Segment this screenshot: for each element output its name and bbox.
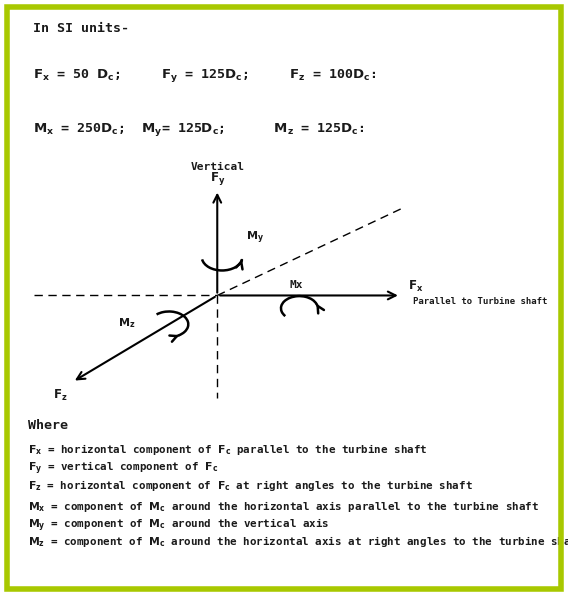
Text: $\mathbf{F_z}$ = horizontal component of $\mathbf{F_c}$ at right angles to the t: $\mathbf{F_z}$ = horizontal component of… — [28, 477, 473, 492]
Text: Vertical: Vertical — [190, 162, 244, 172]
Text: $\mathbf{F_y}$ = vertical component of $\mathbf{F_c}$: $\mathbf{F_y}$ = vertical component of $… — [28, 460, 218, 477]
Text: $\mathbf{M_y}$ = component of $\mathbf{M_c}$ around the vertical axis: $\mathbf{M_y}$ = component of $\mathbf{M… — [28, 516, 329, 533]
Text: Parallel to Turbine shaft: Parallel to Turbine shaft — [413, 297, 547, 306]
Text: $\mathbf{M_x}$ = component of $\mathbf{M_c}$ around the horizontal axis parallel: $\mathbf{M_x}$ = component of $\mathbf{M… — [28, 499, 539, 514]
Text: $\mathbf{F_x}$: $\mathbf{F_x}$ — [408, 279, 423, 294]
Text: $\mathbf{M_y}$: $\mathbf{M_y}$ — [247, 229, 264, 246]
Text: $\mathbf{F_x}$ = horizontal component of $\mathbf{F_c}$ parallel to the turbine : $\mathbf{F_x}$ = horizontal component of… — [28, 442, 427, 457]
Text: $\mathbf{F_x}$ = 50 $\mathbf{D_c}$;     $\mathbf{F_y}$ = 125$\mathbf{D_c}$;     : $\mathbf{F_x}$ = 50 $\mathbf{D_c}$; $\ma… — [33, 67, 377, 83]
Text: Mx: Mx — [290, 280, 303, 290]
Text: $\mathbf{M_z}$ = component of $\mathbf{M_c}$ around the horizontal axis at right: $\mathbf{M_z}$ = component of $\mathbf{M… — [28, 534, 568, 549]
Text: $\mathbf{M_z}$: $\mathbf{M_z}$ — [118, 316, 135, 330]
Text: $\mathbf{M_x}$ = 250$\mathbf{D_c}$;  $\mathbf{M_y}$= 125$\mathbf{D_c}$;      $\m: $\mathbf{M_x}$ = 250$\mathbf{D_c}$; $\ma… — [33, 121, 365, 138]
Text: $\mathbf{F_y}$: $\mathbf{F_y}$ — [210, 170, 225, 187]
Text: $\mathbf{F_z}$: $\mathbf{F_z}$ — [53, 389, 68, 403]
Text: In SI units-: In SI units- — [33, 22, 129, 35]
Text: Where: Where — [28, 420, 68, 433]
